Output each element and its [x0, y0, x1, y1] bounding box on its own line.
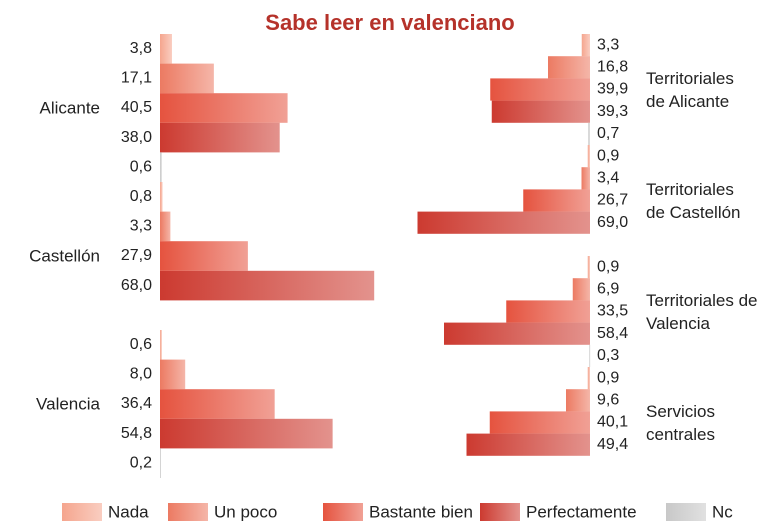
bar — [444, 322, 590, 345]
bar — [160, 34, 172, 64]
value-label: 40,5 — [121, 99, 152, 116]
bar — [160, 330, 162, 360]
category-label: Castellón — [29, 246, 100, 266]
value-label: 0,2 — [130, 454, 152, 471]
value-label: 0,9 — [597, 369, 619, 386]
category-label: Servicios centrales — [646, 401, 715, 444]
bar — [588, 122, 590, 145]
value-label: 49,4 — [597, 436, 628, 453]
bar — [581, 167, 590, 190]
value-label: 0,7 — [597, 125, 619, 142]
bar — [160, 241, 248, 271]
value-label: 9,6 — [597, 392, 619, 409]
bar — [548, 56, 590, 79]
legend-label: Nc — [712, 502, 733, 521]
category-label: Alicante — [39, 98, 100, 118]
bar — [523, 189, 590, 212]
bar — [491, 100, 590, 123]
bar — [466, 433, 590, 456]
category-label: Territoriales de Valencia — [646, 290, 758, 333]
value-label: 38,0 — [121, 129, 152, 146]
value-label: 54,8 — [121, 425, 152, 442]
bar — [160, 93, 288, 123]
value-label: 40,1 — [597, 414, 628, 431]
legend-swatch — [168, 503, 208, 521]
value-label: 58,4 — [597, 325, 628, 342]
value-label: 0,6 — [130, 158, 152, 175]
value-label: 68,0 — [121, 277, 152, 294]
value-label: 3,3 — [130, 218, 152, 235]
value-label: 39,9 — [597, 81, 628, 98]
value-label: 0,8 — [130, 188, 152, 205]
bar — [160, 182, 163, 212]
value-label: 8,0 — [130, 366, 152, 383]
bar — [417, 211, 590, 234]
bar — [490, 78, 590, 101]
bar — [506, 300, 590, 323]
value-label: 17,1 — [121, 70, 152, 87]
value-label: 27,9 — [121, 247, 152, 264]
bar — [160, 389, 275, 419]
bar — [589, 344, 591, 367]
bar — [160, 122, 280, 153]
value-label: 3,3 — [597, 36, 619, 53]
value-label: 3,8 — [130, 40, 152, 57]
legend-label: Perfectamente — [526, 502, 637, 521]
bar — [587, 367, 590, 390]
category-label: Territoriales de Alicante — [646, 68, 734, 111]
legend-label: Nada — [108, 502, 149, 521]
legend-swatch — [323, 503, 363, 521]
value-label: 39,3 — [597, 103, 628, 120]
legend-swatch — [666, 503, 706, 521]
value-label: 36,4 — [121, 395, 152, 412]
legend-swatch — [62, 503, 102, 521]
value-label: 0,9 — [597, 147, 619, 164]
bar — [160, 211, 171, 242]
bar — [160, 448, 161, 478]
legend-label: Un poco — [214, 502, 277, 521]
legend-swatch — [480, 503, 520, 521]
value-label: 26,7 — [597, 192, 628, 209]
bar — [581, 34, 590, 57]
bar — [160, 359, 186, 390]
value-label: 6,9 — [597, 281, 619, 298]
value-label: 16,8 — [597, 59, 628, 76]
value-label: 33,5 — [597, 303, 628, 320]
value-label: 0,3 — [597, 347, 619, 364]
bar — [160, 152, 162, 182]
bar — [587, 256, 590, 279]
chart-title: Sabe leer en valenciano — [265, 10, 514, 35]
value-label: 69,0 — [597, 214, 628, 231]
bar — [587, 145, 590, 168]
bar — [489, 411, 590, 434]
bar — [160, 63, 214, 94]
bar — [160, 270, 375, 301]
value-label: 0,9 — [597, 258, 619, 275]
legend-label: Bastante bien — [369, 502, 473, 521]
bar — [160, 418, 333, 449]
value-label: 0,6 — [130, 336, 152, 353]
category-label: Valencia — [36, 394, 100, 414]
bar — [566, 389, 590, 412]
value-label: 3,4 — [597, 170, 619, 187]
bar — [572, 278, 590, 301]
category-label: Territoriales de Castellón — [646, 179, 741, 222]
